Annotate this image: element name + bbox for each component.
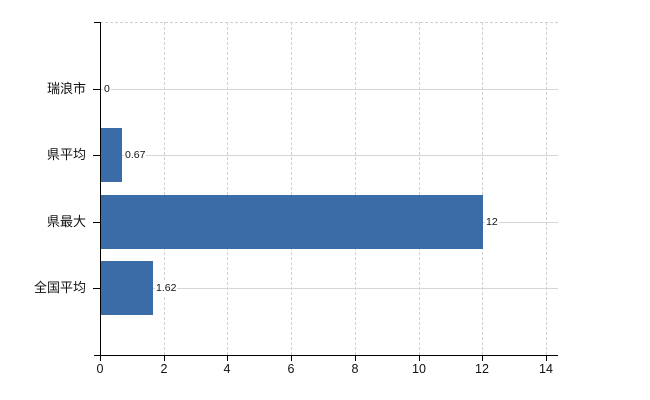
h-gridline [100,155,558,156]
x-axis-tick [227,356,228,361]
category-label: 全国平均 [33,280,86,295]
x-tick-label: 4 [223,362,231,376]
x-tick-label: 12 [475,362,489,376]
x-axis-tick [419,356,420,361]
value-label: 1.62 [155,281,178,295]
x-tick-label: 6 [287,362,295,376]
x-axis-tick [100,356,101,361]
category-label: 県平均 [46,147,86,162]
plot-top-border [100,22,558,23]
y-axis-tick [93,288,100,289]
y-axis-tick [93,89,100,90]
y-axis-tick [93,155,100,156]
v-gridline [164,22,165,355]
v-gridline [546,22,547,355]
v-gridline [482,22,483,355]
y-axis [100,22,101,356]
v-gridline [419,22,420,355]
category-label: 瑞浪市 [46,81,86,96]
y-axis-tick [94,22,100,23]
x-axis-tick [164,356,165,361]
x-axis-tick [546,356,547,361]
bar [101,195,483,249]
x-axis [94,355,558,356]
x-tick-label: 8 [351,362,359,376]
h-gridline [100,288,558,289]
x-axis-tick [291,356,292,361]
x-axis-tick [482,356,483,361]
h-gridline [100,89,558,90]
value-label: 0.67 [124,148,147,162]
bar [101,128,122,182]
x-tick-label: 14 [539,362,553,376]
x-tick-label: 0 [96,362,104,376]
bar [101,261,153,315]
x-tick-label: 2 [160,362,168,376]
x-axis-tick [355,356,356,361]
v-gridline [227,22,228,355]
value-label: 12 [485,215,499,229]
y-axis-tick [93,222,100,223]
x-tick-label: 10 [412,362,426,376]
value-label: 0 [103,82,111,96]
v-gridline [355,22,356,355]
v-gridline [291,22,292,355]
category-label: 県最大 [46,214,86,229]
